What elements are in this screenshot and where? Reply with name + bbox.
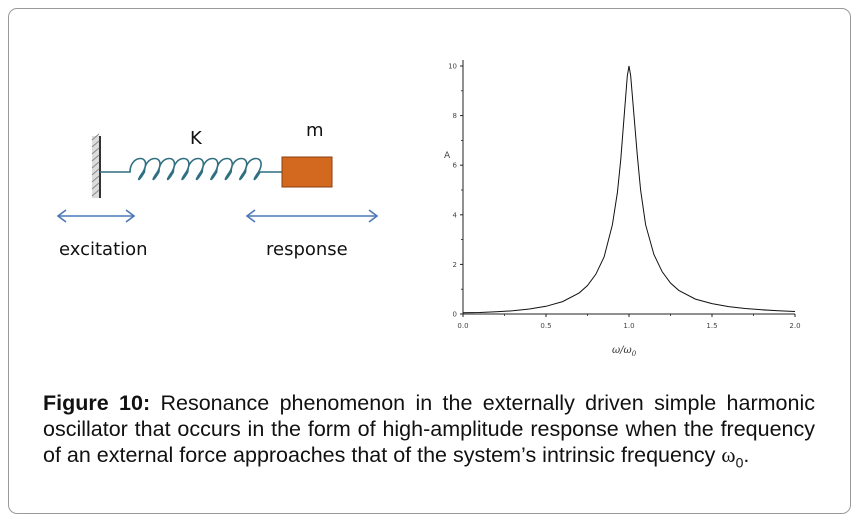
y-ticks: 0 2 4 6 8 10	[448, 63, 463, 319]
y-tick-label: 4	[453, 211, 458, 219]
excitation-arrow	[56, 209, 136, 223]
response-label: response	[266, 239, 348, 260]
wall	[91, 133, 101, 198]
motion-arrows	[56, 209, 379, 223]
x-ticks: 0.0 0.5 1.0 1.5 2.0	[457, 314, 801, 330]
omega-subscript: 0	[735, 454, 744, 471]
spring-constant-label: K	[190, 128, 202, 149]
y-tick-label: 2	[453, 261, 457, 269]
mass-label: m	[306, 120, 324, 141]
caption-text: Resonance phenomenon in the externally d…	[43, 391, 815, 467]
x-tick-label: 0.0	[457, 322, 468, 330]
response-arrow	[245, 209, 379, 223]
mass-block	[281, 156, 333, 188]
caption-period: .	[743, 443, 750, 467]
y-tick-label: 10	[448, 63, 457, 71]
x-axis-label: ω/ω0	[612, 345, 637, 358]
plot-axes	[462, 60, 795, 315]
y-tick-label: 6	[453, 162, 458, 170]
figure-frame	[8, 8, 851, 514]
x-tick-label: 1.5	[706, 322, 717, 330]
amplitude-curve	[462, 65, 796, 314]
y-tick-label: 0	[453, 311, 457, 319]
excitation-label: excitation	[59, 239, 148, 260]
y-tick-label: 8	[453, 112, 457, 120]
omega-symbol: ω	[721, 443, 736, 467]
y-axis-label: A	[444, 151, 451, 161]
x-tick-label: 1.0	[623, 322, 634, 330]
x-axis-label-subscript: 0	[632, 350, 637, 358]
figure-caption: Figure 10: Resonance phenomenon in the e…	[43, 390, 815, 475]
spring	[100, 157, 282, 181]
figure-number: Figure 10:	[43, 391, 151, 415]
x-tick-label: 0.5	[540, 322, 551, 330]
x-tick-label: 2.0	[789, 322, 800, 330]
